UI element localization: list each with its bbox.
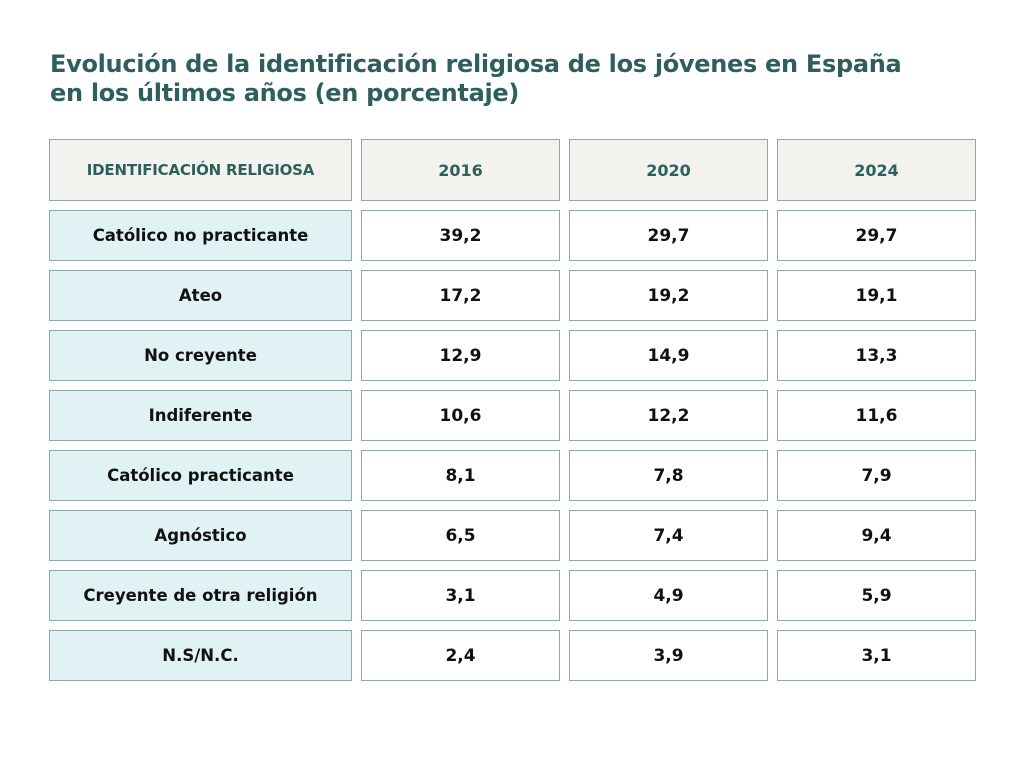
row-label: Ateo [49, 270, 352, 321]
value-cell: 19,1 [777, 270, 976, 321]
value-cell: 39,2 [361, 210, 560, 261]
row-label: N.S/N.C. [49, 630, 352, 681]
column-header-year: 2024 [777, 139, 976, 201]
value-cell: 14,9 [569, 330, 768, 381]
title-line-2: en los últimos años (en porcentaje) [50, 79, 520, 107]
column-header-label: IDENTIFICACIÓN RELIGIOSA [49, 139, 352, 201]
value-cell: 29,7 [777, 210, 976, 261]
value-cell: 7,8 [569, 450, 768, 501]
row-label: Creyente de otra religión [49, 570, 352, 621]
value-cell: 7,9 [777, 450, 976, 501]
title-line-1: Evolución de la identificación religiosa… [50, 50, 902, 78]
row-label: Agnóstico [49, 510, 352, 561]
value-cell: 3,1 [777, 630, 976, 681]
value-cell: 12,9 [361, 330, 560, 381]
value-cell: 19,2 [569, 270, 768, 321]
value-cell: 6,5 [361, 510, 560, 561]
value-cell: 3,9 [569, 630, 768, 681]
value-cell: 9,4 [777, 510, 976, 561]
column-header-year: 2016 [361, 139, 560, 201]
value-cell: 2,4 [361, 630, 560, 681]
column-header-year: 2020 [569, 139, 768, 201]
value-cell: 12,2 [569, 390, 768, 441]
value-cell: 29,7 [569, 210, 768, 261]
page-title: Evolución de la identificación religiosa… [50, 50, 990, 108]
row-label: Católico practicante [49, 450, 352, 501]
religion-table: IDENTIFICACIÓN RELIGIOSA 2016 2020 2024 Cató… [49, 139, 976, 681]
row-label: Católico no practicante [49, 210, 352, 261]
value-cell: 13,3 [777, 330, 976, 381]
row-label: No creyente [49, 330, 352, 381]
row-label: Indiferente [49, 390, 352, 441]
value-cell: 7,4 [569, 510, 768, 561]
value-cell: 5,9 [777, 570, 976, 621]
value-cell: 3,1 [361, 570, 560, 621]
value-cell: 17,2 [361, 270, 560, 321]
value-cell: 8,1 [361, 450, 560, 501]
value-cell: 10,6 [361, 390, 560, 441]
value-cell: 11,6 [777, 390, 976, 441]
value-cell: 4,9 [569, 570, 768, 621]
